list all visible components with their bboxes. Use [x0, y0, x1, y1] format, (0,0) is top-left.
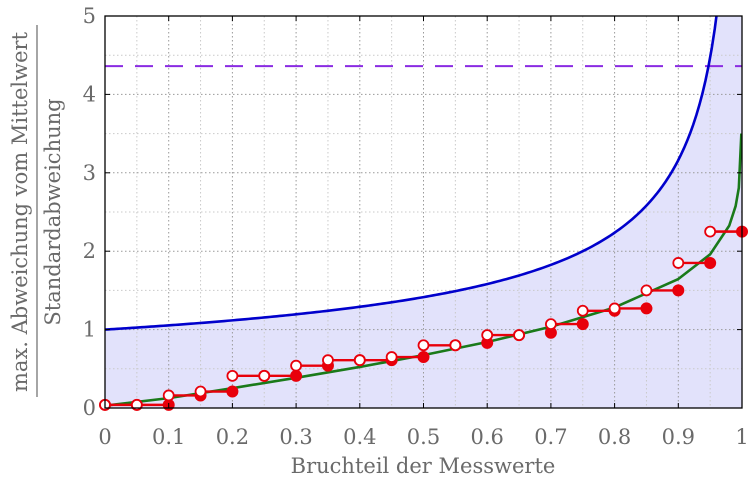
step-point-closed: [704, 256, 717, 269]
x-axis-label: Bruchteil der Messwerte: [291, 454, 556, 478]
step-point-open: [385, 351, 398, 363]
x-tick-label: 0.9: [662, 425, 695, 449]
y-tick-label: 5: [83, 4, 96, 28]
step-point-open: [513, 329, 525, 341]
x-tick-label: 0: [98, 425, 111, 449]
step-point-closed: [640, 302, 653, 315]
x-tick-label: 0.3: [279, 425, 312, 449]
y-tick-label: 4: [83, 82, 96, 106]
step-point-open: [226, 369, 239, 382]
y-tick-label: 3: [83, 161, 96, 185]
step-point-open: [353, 354, 366, 367]
y-axis-label: max. Abweichung vom Mittelwert Standarda…: [8, 25, 65, 397]
step-point-open: [417, 339, 430, 352]
y-axis-label-numerator: max. Abweichung vom Mittelwert: [8, 31, 32, 392]
blue-curve: [105, 16, 718, 331]
y-axis-label-denominator: Standardabweichung: [41, 98, 65, 325]
x-tick-label: 0.2: [216, 425, 249, 449]
x-tick-label: 0.1: [152, 425, 185, 449]
step-point-open: [704, 225, 717, 238]
x-tick-label: 0.4: [343, 425, 376, 449]
step-point-open: [672, 257, 685, 269]
grid: [104, 15, 743, 409]
y-tick-label: 0: [83, 396, 96, 420]
step-point-closed: [290, 369, 303, 382]
step-point-open: [576, 304, 589, 317]
step-point-closed: [672, 284, 685, 297]
step-point-open: [194, 385, 207, 398]
plot-area: [99, 15, 748, 411]
x-tick-label: 0.5: [407, 425, 440, 449]
step-point-open: [258, 369, 271, 382]
step-point-open: [290, 359, 303, 372]
step-point-open: [640, 284, 653, 297]
y-tick-label: 1: [83, 318, 96, 342]
x-tick-label: 0.7: [534, 425, 567, 449]
step-point-closed: [576, 318, 589, 331]
step-point-open: [322, 354, 334, 367]
step-point-closed: [226, 385, 239, 398]
x-axis-ticks: 0 0.1 0.2 0.3 0.4 0.5 0.6 0.7 0.8 0.9 1: [98, 16, 749, 449]
x-tick-label: 1: [735, 425, 748, 449]
step-point-open: [449, 339, 462, 352]
step-point-open: [162, 389, 175, 402]
y-tick-label: 2: [83, 239, 96, 263]
step-point-closed: [417, 351, 430, 364]
y-axis-ticks: 0 1 2 3 4 5: [83, 4, 742, 420]
step-point-open: [608, 302, 621, 315]
x-tick-label: 0.6: [470, 425, 503, 449]
step-point-open: [545, 318, 557, 331]
x-tick-label: 0.8: [598, 425, 631, 449]
step-point-open: [481, 329, 494, 341]
